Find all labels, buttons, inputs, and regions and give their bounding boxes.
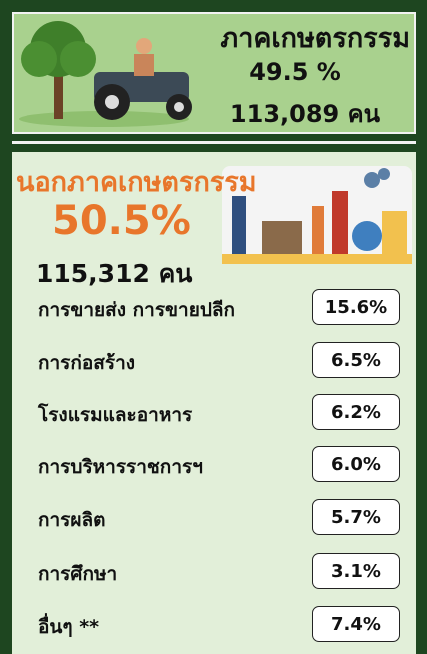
- sector-label: อื่นๆ **: [38, 616, 100, 638]
- nonagri-title: นอกภาคเกษตรกรรม: [16, 167, 257, 198]
- agri-title: ภาคเกษตรกรรม: [220, 23, 410, 54]
- sector-label: การผลิต: [38, 509, 106, 531]
- nonagri-percent: 50.5%: [52, 198, 191, 244]
- sector-value: 7.4%: [312, 606, 400, 642]
- sector-value: 15.6%: [312, 289, 400, 325]
- sector-value: 6.5%: [312, 342, 400, 378]
- farm-illustration: [19, 21, 192, 127]
- sector-value: 6.0%: [312, 446, 400, 482]
- sector-label: การขายส่ง การขายปลีก: [38, 299, 236, 321]
- sector-label: การศึกษา: [38, 563, 118, 585]
- sector-value: 3.1%: [312, 553, 400, 589]
- agri-percent: 49.5 %: [249, 58, 341, 86]
- nonagri-count: 115,312 คน: [36, 259, 193, 288]
- separator: [12, 141, 416, 144]
- agri-count: 113,089 คน: [229, 100, 381, 128]
- sector-value: 6.2%: [312, 394, 400, 430]
- sector-label: การบริหารราชการฯ: [38, 456, 203, 478]
- sector-value: 5.7%: [312, 499, 400, 535]
- factory-illustration: [222, 166, 412, 264]
- sector-label: การก่อสร้าง: [38, 352, 136, 374]
- sector-label: โรงแรมและอาหาร: [38, 404, 193, 426]
